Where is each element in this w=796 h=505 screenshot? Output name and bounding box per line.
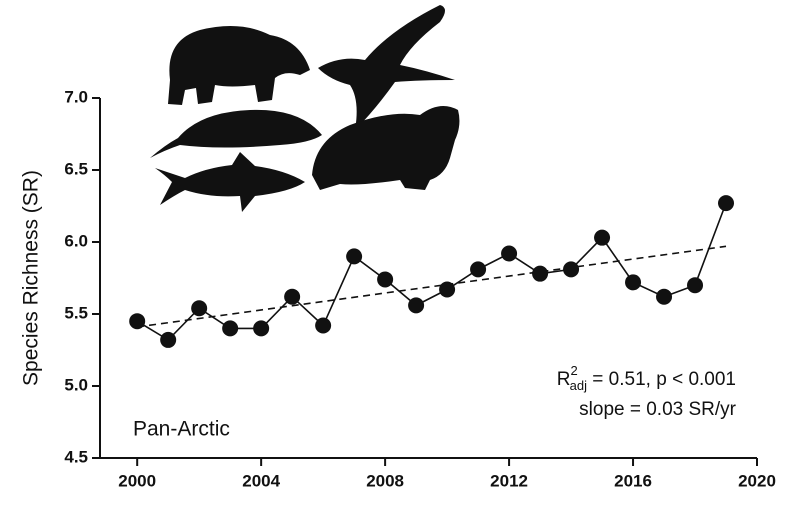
data-point	[532, 266, 548, 282]
x-tick-label: 2008	[366, 471, 404, 490]
data-point	[408, 297, 424, 313]
stat-rest: = 0.51, p < 0.001	[587, 369, 736, 390]
whale	[150, 110, 322, 158]
data-point	[501, 246, 517, 262]
data-point	[191, 300, 207, 316]
y-tick-label: 4.5	[64, 447, 88, 466]
data-point	[253, 320, 269, 336]
data-point	[160, 332, 176, 348]
x-tick-label: 2016	[614, 471, 652, 490]
y-axis-label: Species Richness (SR)	[20, 170, 43, 386]
data-point	[315, 318, 331, 334]
data-point	[594, 230, 610, 246]
x-tick-label: 2004	[242, 471, 280, 490]
data-point	[129, 313, 145, 329]
data-point	[377, 271, 393, 287]
animal-silhouettes	[150, 5, 459, 212]
data-point	[687, 277, 703, 293]
x-tick-label: 2020	[738, 471, 776, 490]
data-point	[656, 289, 672, 305]
stat-r: R	[557, 369, 571, 390]
walrus	[312, 106, 459, 190]
data-point	[439, 282, 455, 298]
stat-sub: adj	[570, 378, 587, 393]
slope-annotation: slope = 0.03 SR/yr	[579, 399, 737, 420]
bear	[168, 26, 310, 105]
x-tick-label: 2000	[118, 471, 156, 490]
chart: 4.5 5.0 5.5 6.0 6.5 7.0 2000 2004 2008 2012 2016 20…	[0, 0, 796, 505]
data-point	[284, 289, 300, 305]
shark	[155, 152, 305, 212]
y-tick-label: 6.5	[64, 159, 88, 178]
data-point	[625, 274, 641, 290]
data-point	[563, 261, 579, 277]
y-tick-label: 6.0	[64, 231, 88, 250]
stat-sup: 2	[570, 363, 577, 378]
data-point	[718, 195, 734, 211]
series-line	[137, 203, 726, 340]
y-tick-label: 5.5	[64, 303, 88, 322]
data-point	[470, 261, 486, 277]
y-tick-label: 7.0	[64, 87, 88, 106]
x-tick-label: 2012	[490, 471, 528, 490]
data-point	[222, 320, 238, 336]
y-tick-label: 5.0	[64, 375, 88, 394]
data-point	[346, 248, 362, 264]
region-label: Pan-Arctic	[133, 418, 230, 441]
